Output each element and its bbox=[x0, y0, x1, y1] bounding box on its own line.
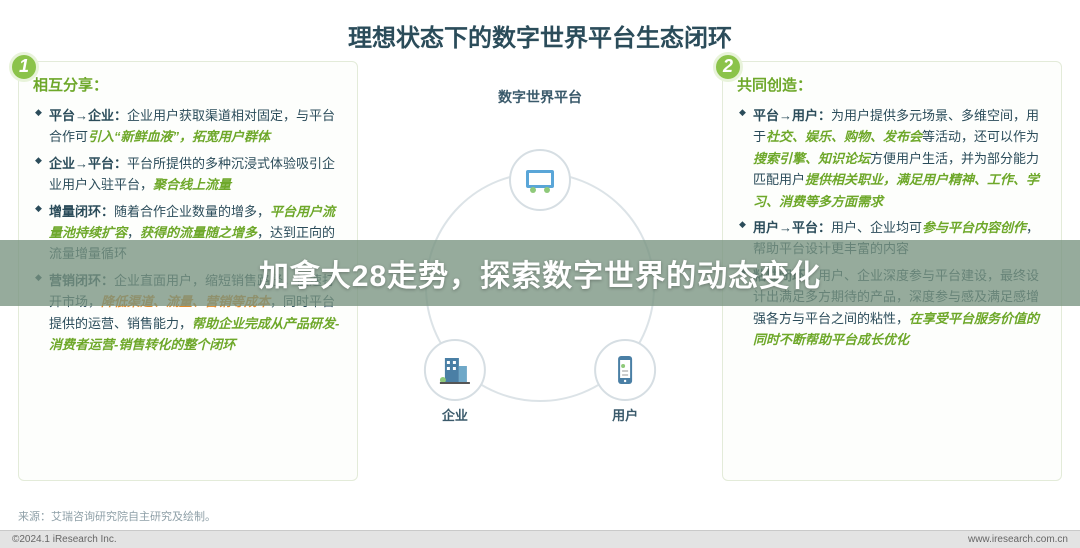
enterprise-icon bbox=[424, 339, 486, 401]
left-heading: 相互分享： bbox=[33, 74, 343, 99]
copyright: ©2024.1 iResearch Inc. bbox=[12, 534, 117, 545]
node-label: 用户 bbox=[588, 405, 662, 424]
right-bullet-0: 平台→用户：为用户提供多元场景、多维空间，用于社交、娱乐、购物、发布会等活动，还… bbox=[739, 105, 1047, 212]
diagram-top-label: 数字世界平台 bbox=[498, 87, 582, 107]
bullet-highlight: 社交、娱乐、购物、发布会 bbox=[766, 129, 922, 144]
right-heading: 共同创造： bbox=[737, 74, 1047, 99]
bullet-text: 随着合作企业数量的增多， bbox=[114, 204, 270, 219]
main-title: 理想状态下的数字世界平台生态闭环 bbox=[0, 0, 1080, 53]
source-note: 来源：艾瑞咨询研究院自主研究及绘制。 bbox=[18, 508, 216, 524]
node-platform bbox=[503, 149, 577, 215]
left-bullet-list: 平台→企业：企业用户获取渠道相对固定，与平台合作可引入“新鲜血液”，拓宽用户群体… bbox=[33, 105, 343, 356]
bullet-highlight: 获得的流量随之增多 bbox=[140, 225, 257, 240]
overlay-text: 加拿大28走势，探索数字世界的动态变化 bbox=[259, 251, 821, 295]
overlay-banner: 加拿大28走势，探索数字世界的动态变化 bbox=[0, 240, 1080, 306]
left-bullet-1: 企业→平台：平台所提供的多种沉浸式体验吸引企业用户入驻平台，聚合线上流量 bbox=[35, 153, 343, 196]
bullet-highlight: 搜索引擎、知识论坛 bbox=[753, 151, 870, 166]
platform-icon bbox=[509, 149, 571, 211]
bullet-highlight: 聚合线上流量 bbox=[153, 177, 231, 192]
bullet-highlight: 引入“新鲜血液”，拓宽用户群体 bbox=[88, 129, 270, 144]
page-root: 理想状态下的数字世界平台生态闭环 1 相互分享： 平台→企业：企业用户获取渠道相… bbox=[0, 0, 1080, 548]
right-bullet-list: 平台→用户：为用户提供多元场景、多维空间，用于社交、娱乐、购物、发布会等活动，还… bbox=[737, 105, 1047, 351]
bullet-lead: 用户→平台： bbox=[753, 220, 831, 235]
node-user: 用户 bbox=[588, 339, 662, 424]
phone-icon-svg bbox=[605, 350, 645, 390]
bullet-lead: 平台→用户： bbox=[753, 108, 831, 123]
platform-icon-svg bbox=[520, 160, 560, 200]
left-bullet-0: 平台→企业：企业用户获取渠道相对固定，与平台合作可引入“新鲜血液”，拓宽用户群体 bbox=[35, 105, 343, 148]
bullet-text: 用户、企业均可 bbox=[831, 220, 922, 235]
bullet-lead: 平台→企业： bbox=[49, 108, 127, 123]
node-label: 企业 bbox=[418, 405, 492, 424]
badge-1: 1 bbox=[9, 52, 39, 82]
user-icon bbox=[594, 339, 656, 401]
bullet-lead: 企业→平台： bbox=[49, 156, 127, 171]
badge-2: 2 bbox=[713, 52, 743, 82]
bullet-lead: 增量闭环： bbox=[49, 204, 114, 219]
building-icon-svg bbox=[435, 350, 475, 390]
footer-bar: ©2024.1 iResearch Inc. www.iresearch.com… bbox=[0, 530, 1080, 548]
node-enterprise: 企业 bbox=[418, 339, 492, 424]
bullet-text: 等活动，还可以作为 bbox=[922, 129, 1039, 144]
bullet-text: ， bbox=[127, 225, 140, 240]
bullet-highlight: 参与平台内容创作 bbox=[922, 220, 1026, 235]
footer-url: www.iresearch.com.cn bbox=[968, 534, 1068, 545]
